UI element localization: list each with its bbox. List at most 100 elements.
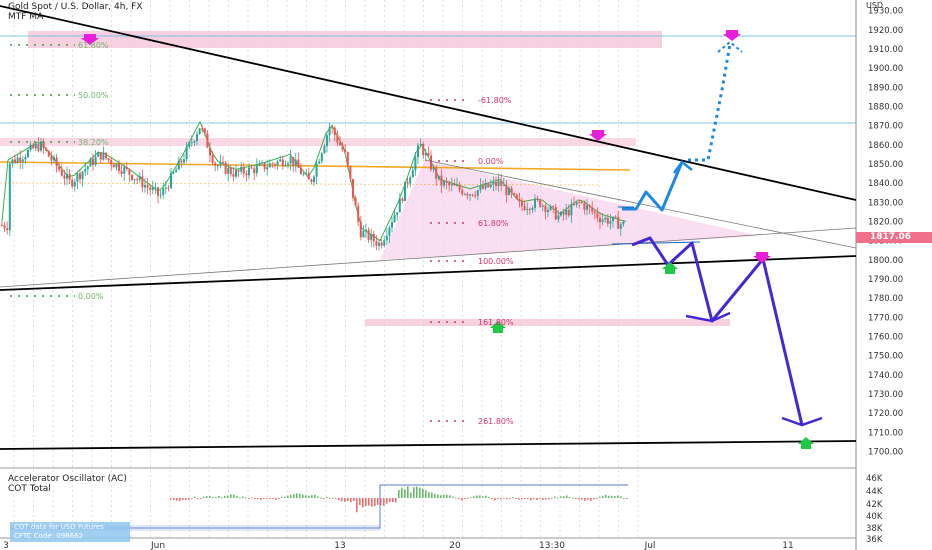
oscillator-bar	[209, 495, 211, 498]
candle-body	[513, 193, 516, 195]
last-price-value: 1817.06	[870, 232, 911, 242]
oscillator-bar	[227, 495, 229, 498]
oscillator-bar	[416, 486, 418, 498]
candle-body	[219, 162, 222, 166]
oscillator-bar	[428, 492, 430, 498]
candle-body	[146, 185, 149, 188]
candle-body	[461, 189, 464, 195]
candle-body	[73, 181, 76, 187]
price-axis: 1930.00 1920.00 1910.00 1900.00 1890.00 1880.…	[868, 7, 903, 458]
candle-body	[552, 206, 555, 208]
oscillator-bar	[212, 496, 214, 498]
candle-body	[612, 216, 614, 222]
oscillator-bar	[371, 498, 373, 507]
candle-body	[357, 205, 360, 222]
candle-body	[40, 141, 42, 151]
oscillator-bar	[218, 495, 220, 498]
candle-body	[214, 163, 217, 166]
candle-body	[375, 241, 378, 246]
oscillator-bar	[176, 498, 178, 501]
candle-body	[352, 178, 354, 198]
green-up-arrow	[798, 437, 814, 449]
oscillator-bar	[272, 498, 274, 499]
fib-zone-161	[365, 319, 730, 326]
fib-labels: 61.80% 50.00% 38.20% 0.00% -61.80% 0.00% 61.80…	[10, 41, 514, 426]
oscillator-bar	[224, 495, 226, 498]
oscillator-bar	[281, 496, 283, 498]
oscillator-bar	[233, 494, 235, 498]
y-tick-label: 1720.00	[868, 409, 903, 419]
oscillator-bar	[200, 498, 202, 499]
candle-body	[50, 156, 53, 161]
oscillator-bar	[191, 497, 193, 499]
candle-body	[45, 148, 48, 151]
y-tick-label: 1710.00	[868, 428, 903, 438]
oscillator-bar	[452, 496, 454, 498]
oscillator-bar	[350, 498, 352, 503]
candle-body	[575, 201, 578, 205]
candle-body	[380, 242, 383, 246]
cot-step-line	[10, 484, 628, 529]
candle-body	[201, 128, 204, 130]
candle-body	[474, 195, 477, 197]
candle-body	[521, 201, 523, 207]
candle-body	[565, 209, 568, 215]
candle-body	[450, 183, 453, 186]
candle-body	[216, 165, 219, 167]
candle-body	[232, 174, 235, 177]
candle-body	[79, 173, 81, 180]
candle-body	[276, 161, 279, 166]
candle-body	[534, 198, 536, 209]
oscillator-bar	[614, 496, 616, 498]
candle-body	[162, 188, 165, 195]
candle-body	[489, 184, 492, 188]
oscillator-bar	[365, 498, 367, 506]
candle-body	[406, 182, 409, 184]
oscillator-bar	[434, 493, 436, 498]
triangle-pattern	[380, 160, 760, 260]
candle-body	[237, 169, 240, 172]
candle-body	[567, 209, 570, 216]
oscillator-bar	[464, 498, 466, 499]
oscillator-bar	[440, 495, 442, 498]
breakout-marker-line	[611, 241, 701, 245]
candle-body	[588, 205, 591, 208]
oscillator-bar	[338, 498, 340, 501]
resistance-zone	[0, 138, 636, 146]
candle-body	[222, 162, 224, 164]
candle-body	[224, 162, 227, 174]
candle-body	[385, 235, 388, 241]
projected-paths	[622, 40, 823, 427]
candle-body	[34, 144, 37, 149]
oscillator-bar	[302, 494, 304, 498]
indicator-title: MTF MA	[8, 12, 44, 22]
candle-body	[560, 211, 562, 216]
candle-body	[172, 172, 175, 174]
ascending-trendline	[0, 255, 857, 291]
candle-body	[11, 159, 14, 164]
candle-body	[586, 205, 588, 210]
candle-body	[261, 162, 263, 164]
oscillator-bar	[626, 498, 628, 499]
candle-body	[367, 229, 370, 240]
candle-body	[432, 167, 435, 170]
candle-body	[482, 185, 484, 189]
candle-body	[476, 190, 479, 196]
candle-body	[549, 206, 552, 211]
candle-body	[289, 156, 292, 164]
fib-mid-label: 61.80%	[478, 219, 509, 228]
oscillator-bar	[401, 487, 403, 498]
candle-body	[240, 166, 243, 172]
oscillator-bar	[518, 498, 520, 500]
oscillator-bar	[494, 498, 496, 501]
oscillator-bar	[536, 498, 538, 500]
candle-body	[365, 229, 367, 231]
candle-body	[1, 225, 3, 227]
y-tick-label: 1850.00	[868, 160, 903, 170]
oscillator-bar	[458, 498, 460, 499]
trendlines	[0, 5, 857, 450]
candle-body	[105, 152, 107, 159]
candle-body	[388, 227, 391, 236]
oscillator-bar	[533, 498, 535, 500]
